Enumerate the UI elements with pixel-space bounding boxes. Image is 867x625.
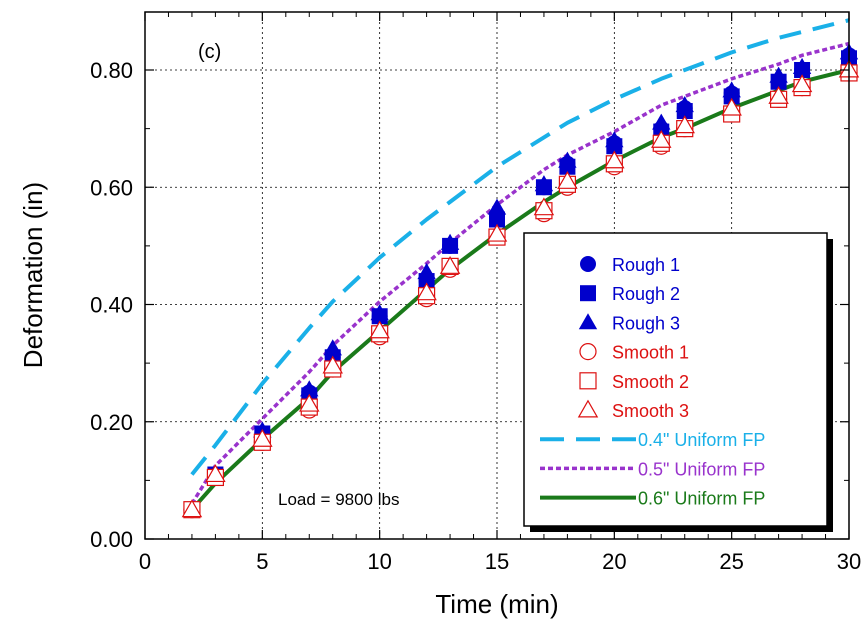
data-point — [322, 355, 343, 374]
x-tick-label: 20 — [602, 549, 626, 574]
data-point — [417, 263, 436, 280]
y-tick-label: 0.20 — [90, 410, 133, 435]
y-axis-title: Deformation (in) — [18, 182, 48, 368]
data-point — [487, 198, 507, 215]
legend-item-smooth-3: Smooth 3 — [577, 399, 689, 421]
legend-item-smooth-2: Smooth 2 — [579, 372, 689, 392]
series-0-4-uniform-fp — [190, 18, 850, 476]
legend-label: 0.5" Uniform FP — [638, 459, 765, 479]
data-point — [557, 170, 578, 189]
data-point — [439, 255, 461, 274]
x-tick-label: 15 — [485, 549, 509, 574]
y-tick-label: 0.00 — [90, 527, 133, 552]
data-point — [651, 129, 672, 148]
data-point — [791, 74, 813, 93]
data-point — [489, 211, 505, 228]
legend-item-0-6-uniform-fp: 0.6" Uniform FP — [540, 489, 765, 509]
legend-label: Smooth 3 — [612, 401, 689, 421]
legend-label: Rough 1 — [612, 255, 680, 275]
legend: Rough 1 Rough 2 Rough 3 Smooth 1 Smooth 2 Smo… — [523, 232, 833, 532]
series-line-0-4-uniform-fp — [190, 18, 850, 476]
legend-marker — [577, 399, 599, 418]
legend-label: Smooth 1 — [612, 343, 689, 363]
legend-item-0-4-uniform-fp: 0.4" Uniform FP — [540, 430, 765, 450]
panel-label: (c) — [198, 41, 221, 63]
data-point — [534, 175, 554, 192]
x-tick-label: 5 — [256, 549, 268, 574]
series-line-0-5-uniform-fp — [190, 41, 850, 505]
data-point — [769, 66, 788, 83]
data-point — [768, 85, 789, 104]
x-tick-labels: 0 5 10 15 20 25 30 — [139, 549, 861, 574]
legend-items: Rough 1 Rough 2 Rough 3 Smooth 1 Smooth 2 Smo… — [540, 255, 765, 509]
legend-label: Smooth 2 — [612, 372, 689, 392]
data-point — [792, 57, 812, 74]
x-tick-label: 10 — [367, 549, 391, 574]
legend-box — [523, 232, 828, 527]
legend-label: Rough 3 — [612, 313, 680, 333]
x-axis-title: Time (min) — [435, 589, 558, 619]
legend-item-0-5-uniform-fp: 0.5" Uniform FP — [540, 459, 765, 479]
data-point — [205, 464, 226, 483]
x-tick-label: 0 — [139, 549, 151, 574]
data-point — [605, 131, 624, 148]
legend-item-rough-2: Rough 2 — [580, 284, 680, 304]
data-point — [533, 197, 555, 216]
load-annotation: Load = 9800 lbs — [278, 490, 399, 509]
legend-label: 0.4" Uniform FP — [638, 430, 765, 450]
data-point — [416, 282, 437, 301]
legend-marker — [580, 285, 596, 302]
y-tick-label: 0.60 — [90, 175, 133, 200]
legend-label: 0.6" Uniform FP — [638, 489, 765, 509]
data-point — [486, 223, 508, 242]
legend-label: Rough 2 — [612, 284, 680, 304]
legend-marker — [580, 256, 596, 272]
data-point — [252, 428, 273, 447]
x-tick-label: 30 — [837, 549, 861, 574]
series-smooth-3 — [181, 59, 860, 518]
data-point — [604, 150, 625, 169]
y-tick-label: 0.40 — [90, 293, 133, 318]
data-point — [370, 304, 389, 321]
legend-marker — [578, 313, 598, 330]
data-point — [722, 81, 741, 98]
data-point — [652, 113, 671, 130]
data-point — [558, 151, 577, 168]
legend-item-rough-1: Rough 1 — [580, 255, 680, 275]
data-point — [675, 95, 694, 113]
legend-marker — [579, 372, 597, 390]
data-point — [674, 115, 695, 134]
legend-marker — [579, 343, 597, 361]
legend-item-smooth-1: Smooth 1 — [579, 343, 689, 363]
data-point — [181, 499, 203, 518]
data-point — [369, 320, 390, 339]
data-point — [440, 233, 460, 250]
data-point — [299, 393, 320, 412]
data-point — [300, 380, 319, 397]
x-tick-label: 25 — [719, 549, 743, 574]
data-point — [721, 97, 742, 116]
series-0-5-uniform-fp — [190, 41, 850, 505]
series-layer — [181, 18, 860, 519]
y-tick-labels: 0.00 0.20 0.40 0.60 0.80 — [90, 58, 133, 552]
data-point — [323, 339, 342, 356]
y-tick-label: 0.80 — [90, 58, 133, 83]
legend-item-rough-3: Rough 3 — [578, 313, 680, 333]
axis-ticks — [144, 12, 850, 540]
